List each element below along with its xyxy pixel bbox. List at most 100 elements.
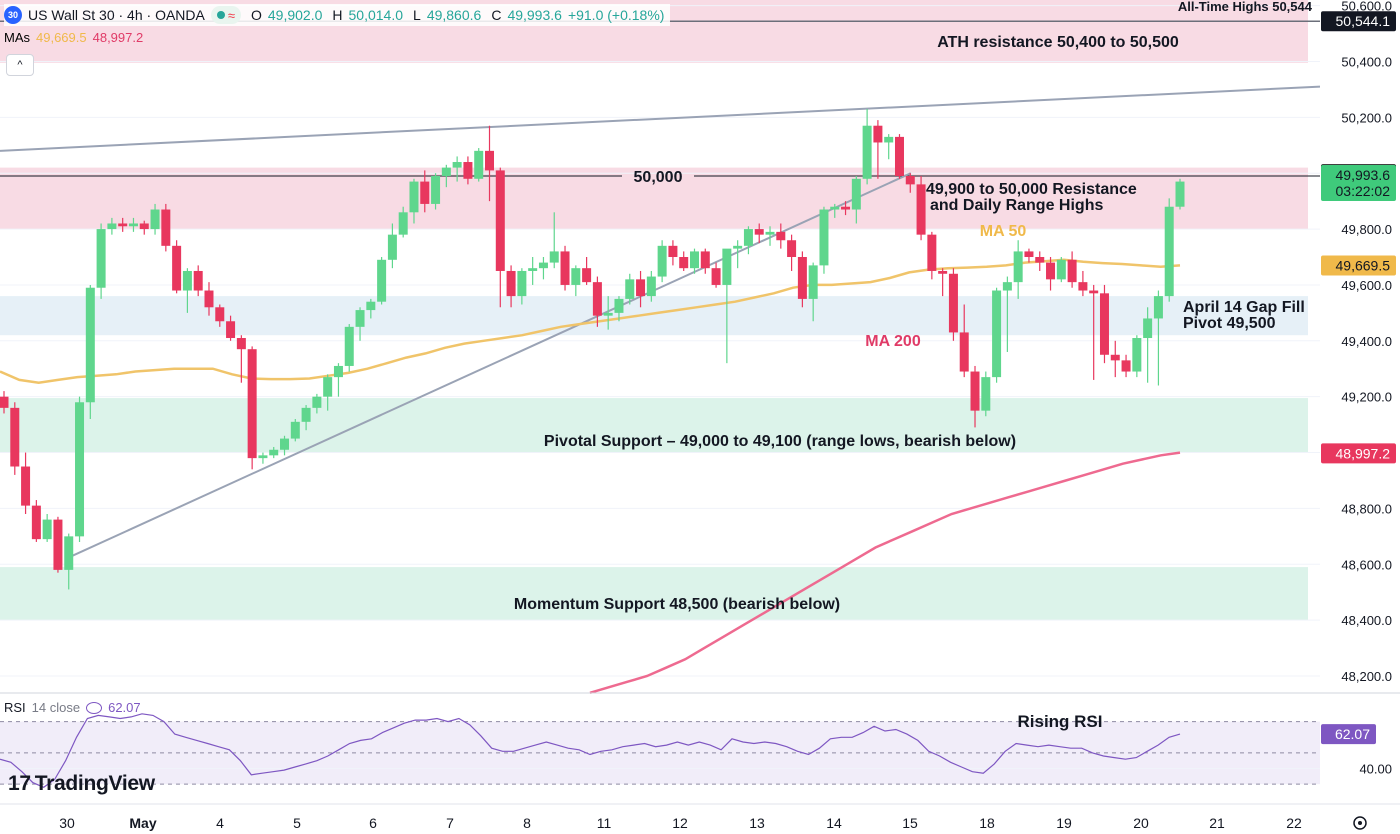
candle — [1089, 284, 1099, 380]
candle-body — [21, 466, 31, 506]
candle — [808, 262, 818, 322]
collapse-legend-button[interactable]: ^ — [6, 54, 34, 76]
candle-body — [312, 396, 322, 408]
candle — [797, 251, 807, 308]
x-tick-label: 21 — [1209, 815, 1225, 831]
candle-body — [333, 365, 343, 378]
candle — [1035, 251, 1045, 271]
candle — [377, 257, 387, 305]
zone-1 — [0, 167, 1308, 230]
candle — [571, 265, 581, 297]
candle-body — [841, 206, 851, 210]
candle — [927, 231, 937, 280]
candle — [21, 452, 31, 515]
candle — [409, 178, 419, 224]
rsi-legend-label: RSI — [4, 700, 26, 715]
candle-body — [53, 519, 63, 570]
close-key: C — [491, 7, 502, 23]
price-tag-bg — [1321, 164, 1396, 201]
candle-body — [269, 449, 279, 456]
zone-label-gap-2: Pivot 49,500 — [1183, 315, 1276, 332]
candle-body — [1175, 181, 1185, 207]
candle-body — [387, 234, 397, 260]
ma50-line — [0, 258, 1181, 384]
candle — [679, 251, 689, 271]
price-tag-bg — [1321, 255, 1396, 276]
candle — [398, 206, 408, 238]
level-50000-label: 50,000 — [634, 169, 683, 186]
candle-body — [150, 209, 160, 230]
candle — [1175, 178, 1185, 210]
candle-body — [830, 206, 840, 210]
candle — [452, 156, 462, 182]
candle-body — [873, 125, 883, 143]
price-tag-text: 48,997.2 — [1336, 445, 1391, 461]
candle — [517, 268, 527, 305]
candle — [42, 514, 52, 542]
candle-body — [754, 229, 764, 235]
candle — [258, 452, 268, 464]
candle — [1056, 257, 1066, 283]
candle — [1002, 276, 1012, 352]
candle-body — [1046, 262, 1056, 280]
x-tick-label: 11 — [597, 815, 612, 831]
x-tick-label: 14 — [826, 815, 842, 831]
x-tick-label: 18 — [979, 815, 995, 831]
candle-body — [992, 290, 1002, 378]
candle — [431, 173, 441, 210]
symbol-title[interactable]: US Wall St 30 · 4h · OANDA — [28, 7, 205, 23]
candle — [387, 223, 397, 269]
ma-legend[interactable]: MAs 49,669.5 48,997.2 — [4, 30, 143, 45]
candle-body — [927, 234, 937, 271]
price-tag-0: 50,544.1 — [1321, 11, 1396, 32]
candle — [549, 212, 559, 269]
candle — [711, 262, 721, 288]
candle — [603, 296, 613, 330]
candle-body — [711, 268, 721, 285]
eye-icon[interactable] — [86, 701, 103, 714]
candle — [636, 270, 646, 308]
candle-body — [355, 310, 365, 327]
rsi-value-tag-text: 62.07 — [1335, 726, 1370, 742]
candle — [668, 240, 678, 266]
trendline-rising — [65, 172, 912, 560]
candle-body — [172, 245, 182, 291]
ma50-legend-value: 49,669.5 — [36, 30, 87, 45]
candle-body — [787, 240, 797, 258]
price-axis-bg — [1320, 0, 1400, 834]
candle — [355, 307, 365, 341]
market-status-pill[interactable]: ≈ — [210, 6, 241, 24]
rsi-line — [0, 713, 1181, 788]
candle-body — [700, 251, 710, 269]
candle-body — [549, 251, 559, 263]
candle — [916, 175, 926, 241]
candle-body — [204, 290, 214, 308]
open-key: O — [251, 7, 262, 23]
candle — [269, 446, 279, 459]
candle — [841, 201, 851, 216]
candle — [96, 223, 106, 299]
candle-body — [970, 371, 980, 411]
change-value: +91.0 (+0.18%) — [567, 7, 665, 23]
x-tick-label: 12 — [672, 815, 688, 831]
x-tick-label: 15 — [902, 815, 918, 831]
candle — [528, 257, 538, 285]
tradingview-logo[interactable]: 17 TradingView — [8, 772, 155, 796]
candle — [31, 500, 41, 542]
candle-body — [1002, 282, 1012, 291]
candle-body — [592, 282, 602, 316]
candle-body — [733, 245, 743, 249]
market-open-icon — [216, 11, 225, 19]
settings-gear-icon[interactable] — [1353, 816, 1367, 830]
x-tick-label: 19 — [1056, 815, 1072, 831]
chevron-up-icon: ^ — [17, 59, 23, 71]
rsi-annotation: Rising RSI — [1017, 712, 1102, 731]
candle — [236, 335, 246, 383]
ma200-label: MA 200 — [865, 333, 921, 350]
candle — [582, 257, 592, 285]
candle-body — [366, 301, 376, 311]
rsi-legend[interactable]: RSI 14 close 62.07 — [4, 700, 141, 715]
candle — [172, 240, 182, 294]
candle-body — [431, 175, 441, 204]
